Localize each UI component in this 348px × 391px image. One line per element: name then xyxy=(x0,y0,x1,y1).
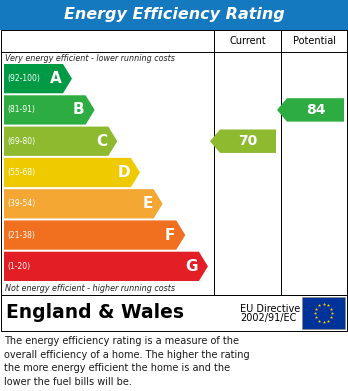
Polygon shape xyxy=(4,95,95,125)
Polygon shape xyxy=(4,189,163,219)
Text: (69-80): (69-80) xyxy=(7,137,35,146)
Text: E: E xyxy=(142,196,153,211)
Text: B: B xyxy=(73,102,85,117)
Text: D: D xyxy=(117,165,130,180)
Bar xyxy=(1,295,347,331)
Text: 84: 84 xyxy=(306,103,325,117)
Text: 2002/91/EC: 2002/91/EC xyxy=(240,314,296,323)
Text: Current: Current xyxy=(229,36,266,46)
Polygon shape xyxy=(4,158,140,187)
Text: C: C xyxy=(96,134,107,149)
Text: England & Wales: England & Wales xyxy=(6,303,184,323)
Text: (55-68): (55-68) xyxy=(7,168,35,177)
Text: The energy efficiency rating is a measure of the
overall efficiency of a home. T: The energy efficiency rating is a measur… xyxy=(4,336,250,387)
Text: A: A xyxy=(50,71,62,86)
Text: F: F xyxy=(165,228,175,242)
Text: (1-20): (1-20) xyxy=(7,262,30,271)
Text: (92-100): (92-100) xyxy=(7,74,40,83)
Bar xyxy=(1,30,347,295)
Polygon shape xyxy=(4,127,117,156)
Text: 70: 70 xyxy=(238,134,258,148)
Polygon shape xyxy=(4,252,208,281)
Polygon shape xyxy=(4,221,185,250)
Polygon shape xyxy=(210,129,276,153)
Text: Energy Efficiency Rating: Energy Efficiency Rating xyxy=(64,7,284,23)
Text: (81-91): (81-91) xyxy=(7,106,35,115)
Polygon shape xyxy=(4,64,72,93)
Bar xyxy=(0,0,348,30)
Text: (21-38): (21-38) xyxy=(7,231,35,240)
Text: Not energy efficient - higher running costs: Not energy efficient - higher running co… xyxy=(5,284,175,293)
Bar xyxy=(302,297,345,329)
Polygon shape xyxy=(277,98,344,122)
Text: EU Directive: EU Directive xyxy=(240,304,300,314)
Text: (39-54): (39-54) xyxy=(7,199,35,208)
Text: G: G xyxy=(185,259,198,274)
Text: Potential: Potential xyxy=(293,36,335,46)
Text: Very energy efficient - lower running costs: Very energy efficient - lower running co… xyxy=(5,54,175,63)
